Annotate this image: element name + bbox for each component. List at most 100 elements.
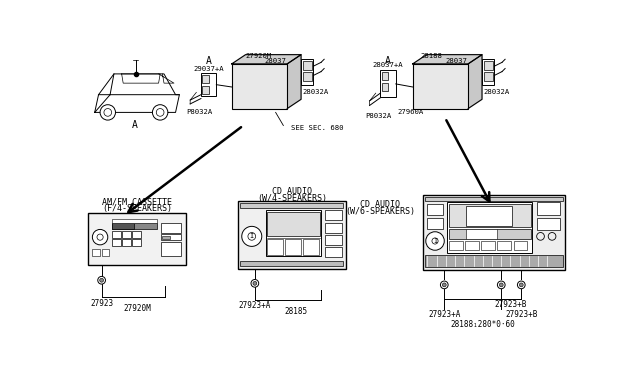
Text: CD AUDIO: CD AUDIO [272,187,312,196]
Bar [465,241,479,250]
Bar [482,58,494,86]
Bar [422,195,565,270]
Circle shape [517,281,525,289]
Circle shape [100,278,104,282]
Polygon shape [287,55,301,109]
Bar [201,73,216,96]
Bar [161,242,181,256]
Text: 29037+A: 29037+A [193,65,224,71]
Bar [92,250,100,256]
Bar [132,240,141,246]
Bar [88,212,186,265]
Text: (F/4-SPEAKERS): (F/4-SPEAKERS) [102,204,172,213]
Bar [449,241,463,250]
Bar [122,240,131,246]
Polygon shape [232,55,301,64]
Bar [325,247,342,257]
Bar [238,201,346,269]
Text: CD AUDIO: CD AUDIO [360,199,401,209]
Bar [301,58,314,86]
Bar [202,76,209,83]
Bar [303,240,319,255]
Polygon shape [413,55,482,64]
Bar [382,73,388,80]
Text: 27960A: 27960A [397,109,424,115]
Text: 27923+B: 27923+B [494,301,527,310]
Bar [232,64,287,109]
Circle shape [253,281,257,285]
Circle shape [152,105,168,120]
Circle shape [251,279,259,287]
Bar [497,241,511,250]
Bar [449,204,531,227]
Bar [122,231,131,238]
Bar [267,212,319,236]
Text: 27920M: 27920M [124,304,152,313]
Bar [484,71,493,81]
Bar [303,71,312,81]
Text: A: A [205,56,212,66]
Circle shape [92,230,108,245]
Bar [449,229,531,240]
Bar [481,241,495,250]
Bar [113,240,121,246]
Circle shape [440,281,448,289]
Circle shape [426,232,444,250]
Bar [285,240,301,255]
Bar [161,234,181,240]
Bar [113,223,134,230]
Text: 28188₁280*0·60: 28188₁280*0·60 [451,320,515,328]
Bar [240,261,344,266]
Bar [382,83,388,91]
Text: A: A [385,56,391,66]
Text: 27923+A: 27923+A [428,310,460,319]
Bar [102,250,109,256]
Text: 27923+A: 27923+A [239,301,271,310]
Bar [325,222,342,232]
Bar [425,197,563,201]
Circle shape [100,105,115,120]
Bar [325,210,342,220]
Bar [428,218,443,229]
Text: P8032A: P8032A [186,109,212,115]
Text: 28032A: 28032A [303,89,329,95]
Bar [513,241,527,250]
Text: A: A [132,121,138,131]
Bar [447,202,532,253]
Bar [161,223,181,232]
Bar [537,202,560,215]
Text: SEE SEC. 680: SEE SEC. 680 [291,125,344,131]
Circle shape [519,283,523,287]
Text: P8032A: P8032A [365,113,392,119]
Bar [266,210,321,256]
Bar [425,255,563,267]
Text: 28188: 28188 [420,53,442,59]
Text: 28037: 28037 [445,58,467,64]
Circle shape [242,226,262,246]
Polygon shape [468,55,482,109]
Circle shape [497,281,505,289]
Text: (W/6-SPEAKERS): (W/6-SPEAKERS) [346,207,415,216]
Bar [163,235,170,239]
Text: 28037: 28037 [264,58,286,64]
Text: 28185: 28185 [284,307,307,315]
Text: 27920M: 27920M [246,53,272,59]
Bar [113,219,157,222]
Text: (W/4-SPEAKERS): (W/4-SPEAKERS) [257,194,327,203]
Bar [466,206,512,225]
Bar [113,231,121,238]
Text: 28032A: 28032A [484,89,510,95]
Text: 28037+A: 28037+A [372,62,403,68]
Bar [484,61,493,70]
Text: 27923: 27923 [90,299,113,308]
Bar [537,218,560,230]
Bar [267,240,284,255]
Circle shape [499,283,503,287]
Bar [303,61,312,70]
Bar [428,204,443,215]
Bar [413,64,468,109]
Circle shape [98,276,106,284]
Text: AM/FM CASSETTE: AM/FM CASSETTE [102,197,172,206]
Circle shape [442,283,446,287]
Bar [132,231,141,238]
